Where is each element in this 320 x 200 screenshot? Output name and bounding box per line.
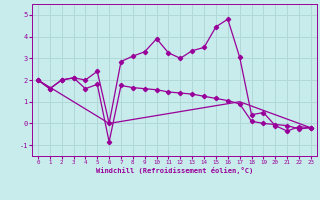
X-axis label: Windchill (Refroidissement éolien,°C): Windchill (Refroidissement éolien,°C) xyxy=(96,167,253,174)
